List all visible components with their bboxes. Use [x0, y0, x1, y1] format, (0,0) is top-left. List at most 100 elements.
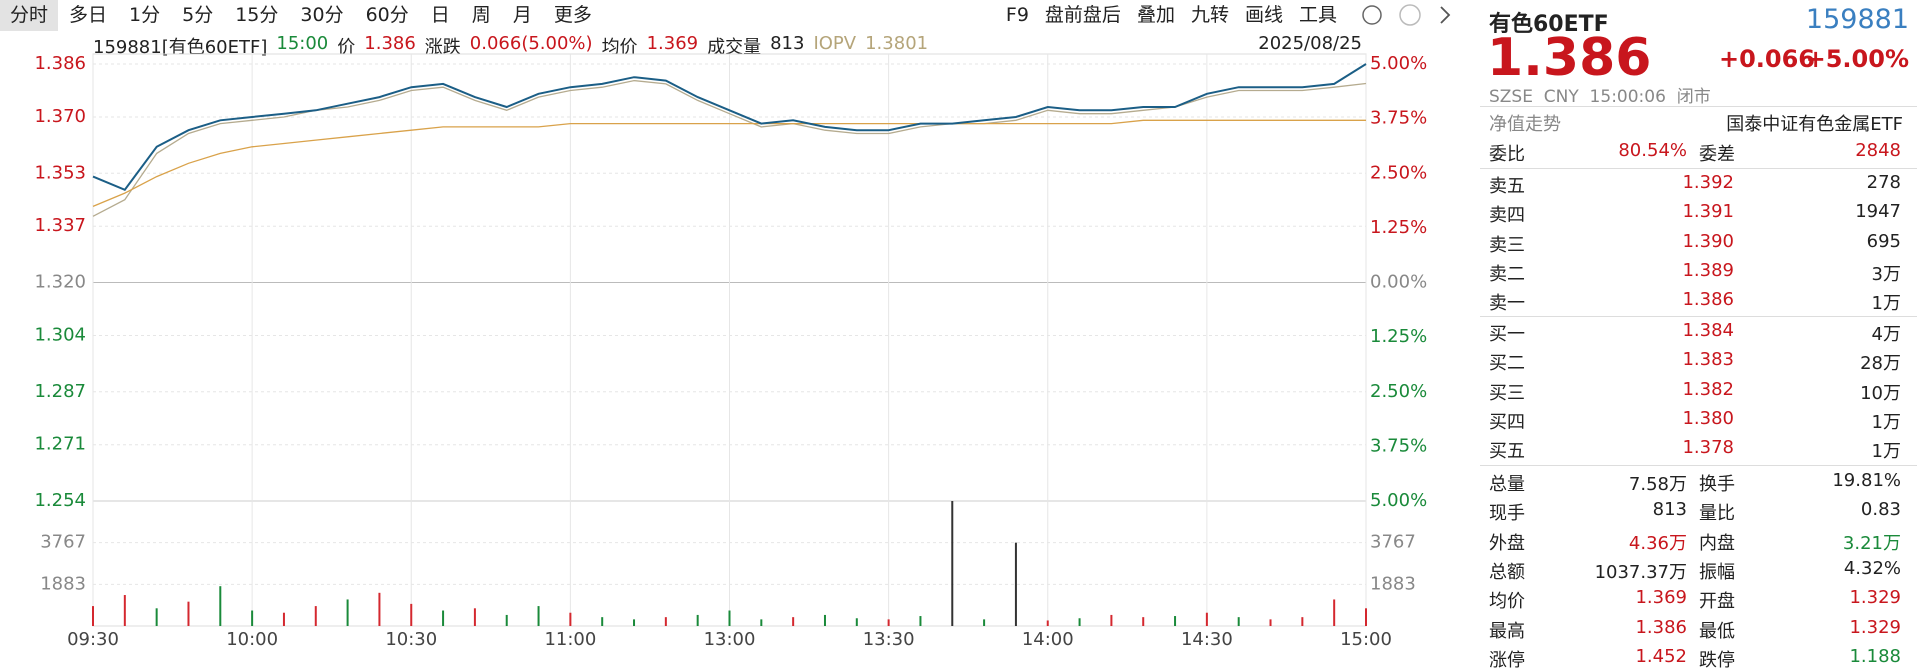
panel-cell: 1947 — [1855, 201, 1901, 223]
volume-bar — [1014, 542, 1017, 626]
tool-button[interactable]: F9 — [1005, 4, 1029, 26]
panel-cell: 7.58万 — [1628, 474, 1687, 495]
period-tab[interactable]: 30分 — [300, 4, 344, 26]
panel-cell: 买四 — [1489, 411, 1525, 433]
volume: 813 — [770, 33, 805, 54]
volume-bar — [1142, 617, 1145, 626]
period-tab[interactable]: 日 — [430, 4, 450, 26]
volume-bar — [728, 610, 731, 626]
volume-tick-label: 3767 — [1370, 532, 1416, 553]
volume-tick-label: 1883 — [40, 573, 86, 594]
panel-cell: 买三 — [1489, 382, 1525, 404]
period-tab[interactable]: 15分 — [235, 4, 279, 26]
tool-button[interactable]: 画线 — [1244, 4, 1283, 26]
change: 0.066(5.00%) — [469, 33, 593, 54]
x-tick-label: 10:30 — [385, 629, 437, 650]
y-tick-label: 1.370 — [34, 106, 86, 127]
x-tick-label: 15:00 — [1340, 629, 1392, 650]
tool-button[interactable]: 叠加 — [1136, 4, 1175, 26]
panel-cell: 卖二 — [1489, 263, 1525, 285]
panel-cell: 均价 — [1489, 591, 1525, 613]
volume-bar — [633, 619, 636, 626]
panel-cell: 委比 — [1489, 144, 1525, 165]
tool-button[interactable]: 九转 — [1190, 4, 1229, 26]
volume-bar — [855, 618, 858, 626]
y2-tick-label: 2.50% — [1370, 162, 1427, 183]
panel-cell: 最高 — [1489, 620, 1525, 642]
volume-bar — [601, 617, 604, 626]
panel-separator — [1480, 465, 1917, 466]
period-tab[interactable]: 60分 — [365, 4, 409, 26]
date: 2025/08/25 — [1258, 33, 1362, 54]
panel-cell: 3.21万 — [1842, 532, 1901, 554]
volume-bar — [760, 619, 763, 626]
panel-cell: 买二 — [1489, 353, 1525, 375]
panel-cell: 1.329 — [1849, 616, 1901, 638]
volume-bar — [887, 619, 890, 626]
chart: 1.386 1.370 1.353 1.337 1.320 1.304 1.287 1.271… — [34, 4, 1451, 650]
avg: 1.369 — [646, 33, 699, 54]
help-icon[interactable] — [1399, 4, 1421, 26]
next-icon[interactable] — [1440, 6, 1451, 24]
period-tab[interactable]: 周 — [471, 4, 491, 26]
volume-bar — [1301, 617, 1304, 626]
volume-tick-label: 1883 — [1370, 573, 1416, 594]
volume-bar — [696, 614, 699, 626]
y-tick-label: 1.337 — [34, 215, 86, 236]
panel-cell: 外盘 — [1489, 532, 1525, 554]
x-tick-label: 13:00 — [704, 629, 756, 650]
volume-tick-label: 3767 — [40, 532, 86, 553]
period-tab[interactable]: 多日 — [69, 4, 108, 26]
x-tick-label: 11:00 — [544, 629, 596, 650]
volume-bar — [1046, 620, 1049, 626]
period-tab[interactable]: 5分 — [182, 4, 214, 26]
volume-bar — [473, 608, 476, 626]
panel-cell: 4万 — [1871, 324, 1901, 345]
status-line: SZSE CNY 15:00:06 闭市 — [1489, 87, 1711, 107]
volume-bar — [314, 606, 317, 626]
panel-cell: 4.32% — [1843, 557, 1901, 579]
time: 15:00 — [276, 33, 329, 54]
panel-cell: 换手 — [1699, 474, 1735, 495]
panel-cell: 最低 — [1699, 620, 1735, 642]
panel-cell: 卖五 — [1489, 176, 1525, 197]
panel-cell: 内盘 — [1699, 532, 1735, 554]
volume-bar — [505, 614, 508, 626]
volume-bar — [187, 601, 190, 626]
volume-bar — [346, 599, 349, 626]
panel-cell: 1.383 — [1682, 349, 1734, 371]
panel-cell: 1.389 — [1682, 259, 1734, 281]
panel-cell: 1.369 — [1635, 587, 1687, 609]
panel-cell: 总量 — [1489, 474, 1525, 495]
panel-cell: 1.380 — [1682, 407, 1734, 429]
change: +0.066 — [1718, 45, 1815, 73]
y2-tick-label: 0.00% — [1370, 272, 1427, 293]
tool-button[interactable]: 工具 — [1298, 4, 1337, 26]
panel-cell: 1.188 — [1849, 645, 1901, 667]
period-tab[interactable]: 更多 — [553, 4, 592, 26]
code-name: 159881[有色60ETF] — [93, 37, 268, 58]
panel-cell: 振幅 — [1699, 561, 1735, 583]
volume-bar — [1205, 612, 1208, 626]
period-tab[interactable]: 1分 — [129, 4, 161, 26]
volume-bar — [219, 586, 222, 626]
volume-bar — [569, 612, 572, 626]
tool-button[interactable]: 盘前盘后 — [1044, 4, 1121, 26]
panel-cell: 1万 — [1871, 411, 1901, 433]
volume-bar — [1365, 608, 1367, 626]
y-tick-label: 1.386 — [34, 53, 86, 74]
panel-cell: 4.36万 — [1628, 532, 1687, 554]
panel-cell: 1.378 — [1682, 437, 1734, 459]
panel-cell: 2848 — [1855, 140, 1901, 161]
price: 1.386 — [364, 33, 416, 54]
settings-icon[interactable] — [1362, 5, 1382, 25]
period-tab[interactable]: 分时 — [0, 0, 59, 31]
tool-bar: F9 盘前盘后 叠加 九转 画线 工具 — [998, 0, 1345, 31]
period-tab[interactable]: 月 — [512, 4, 532, 26]
series-line — [92, 63, 1367, 192]
nav-label[interactable]: 净值走势 — [1489, 114, 1561, 135]
iopv-label: IOPV — [813, 33, 857, 54]
panel-cell: 80.54% — [1618, 140, 1687, 161]
panel-cell: 1.386 — [1682, 289, 1734, 311]
avg-label: 均价 — [601, 37, 638, 58]
